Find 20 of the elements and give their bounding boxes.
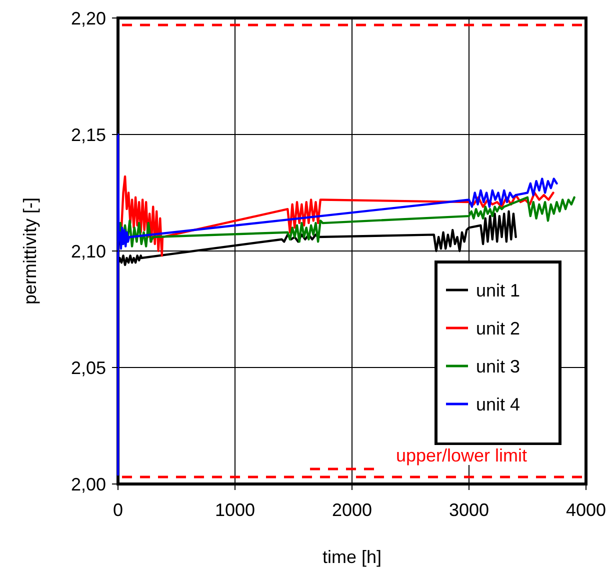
legend-label: unit 4 [476,394,520,414]
x-axis-title: time [h] [322,547,382,567]
y-tick-label: 2,05 [70,358,106,378]
x-tick-label: 4000 [566,500,606,520]
line-series [120,175,554,257]
line-series [116,133,558,476]
y-tick-label: 2,10 [70,241,106,262]
legend-label: unit 3 [476,356,520,376]
y-axis-title: permittivity [-] [20,197,40,305]
y-tick-label: 2,20 [70,8,106,28]
x-tick-label: 2000 [332,500,372,520]
legend-label: unit 2 [476,318,520,338]
x-tick-label: 1000 [214,500,256,520]
x-tick-label: 0 [112,500,124,520]
legend-label: unit 1 [476,280,520,300]
y-tick-label: 2,00 [70,474,106,494]
y-tick-label: 2,15 [70,124,106,145]
line-series [116,196,576,248]
ref-line-label: upper/lower limit [396,445,528,466]
x-tick-label: 3000 [448,500,490,520]
